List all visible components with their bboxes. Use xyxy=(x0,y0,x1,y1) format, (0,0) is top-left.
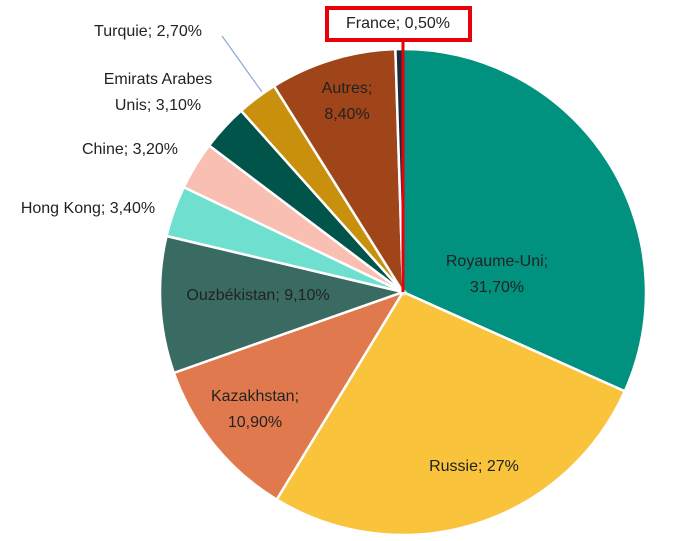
data-label: Russie; 27% xyxy=(429,458,519,475)
data-label: Ouzbékistan; 9,10% xyxy=(186,287,329,304)
slice xyxy=(172,289,406,502)
pie xyxy=(158,47,648,537)
slice xyxy=(401,47,648,393)
highlight-box xyxy=(325,6,472,42)
data-label: Autres; 8,40% xyxy=(322,80,373,123)
data-label: Kazakhstan; 10,90% xyxy=(211,388,299,431)
slice xyxy=(272,47,405,297)
slice xyxy=(274,290,627,537)
data-label: France; 0,50% xyxy=(346,15,450,32)
data-label: Emirats Arabes Unis; 3,10% xyxy=(104,71,212,114)
data-label: Turquie; 2,70% xyxy=(94,23,202,40)
slice xyxy=(158,234,408,375)
data-label: Hong Kong; 3,40% xyxy=(21,200,155,217)
leader-line xyxy=(221,35,263,93)
data-label: Chine; 3,20% xyxy=(82,141,178,158)
data-label: Royaume-Uni; 31,70% xyxy=(446,253,548,296)
